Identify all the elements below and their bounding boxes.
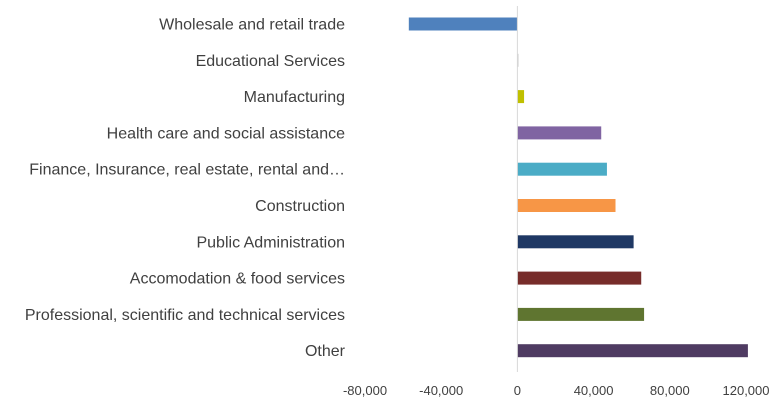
x-tick-label-5: 120,000	[723, 383, 770, 398]
category-label-7: Accomodation & food services	[130, 271, 345, 288]
category-label-4: Finance, Insurance, real estate, rental …	[29, 162, 345, 179]
category-label-2: Manufacturing	[244, 89, 345, 106]
bar-0	[408, 17, 518, 31]
x-tick-label-4: 80,000	[650, 383, 690, 398]
bar-3	[517, 126, 602, 140]
category-label-3: Health care and social assistance	[107, 125, 345, 142]
x-tick-label-2: 0	[514, 383, 521, 398]
category-labels: Wholesale and retail trade Educational Se…	[25, 17, 346, 361]
bar-8	[517, 307, 645, 321]
category-label-6: Public Administration	[196, 234, 345, 251]
x-tick-label-3: 40,000	[574, 383, 614, 398]
bars-group	[408, 17, 748, 358]
bar-5	[517, 199, 616, 212]
bar-2	[517, 90, 525, 104]
category-label-5: Construction	[255, 198, 345, 215]
bar-7	[517, 271, 642, 285]
category-label-9: Other	[305, 343, 346, 360]
category-label-8: Professional, scientific and technical s…	[25, 307, 345, 324]
bar-6	[517, 235, 634, 249]
bar-9	[517, 344, 748, 358]
category-label-0: Wholesale and retail trade	[159, 17, 345, 34]
category-label-1: Educational Services	[196, 53, 345, 70]
x-tick-labels: -80,000 -40,000 0 40,000 80,000 120,000	[343, 383, 770, 398]
bar-4	[517, 162, 607, 176]
x-tick-label-1: -40,000	[419, 383, 463, 398]
x-tick-label-0: -80,000	[343, 383, 387, 398]
